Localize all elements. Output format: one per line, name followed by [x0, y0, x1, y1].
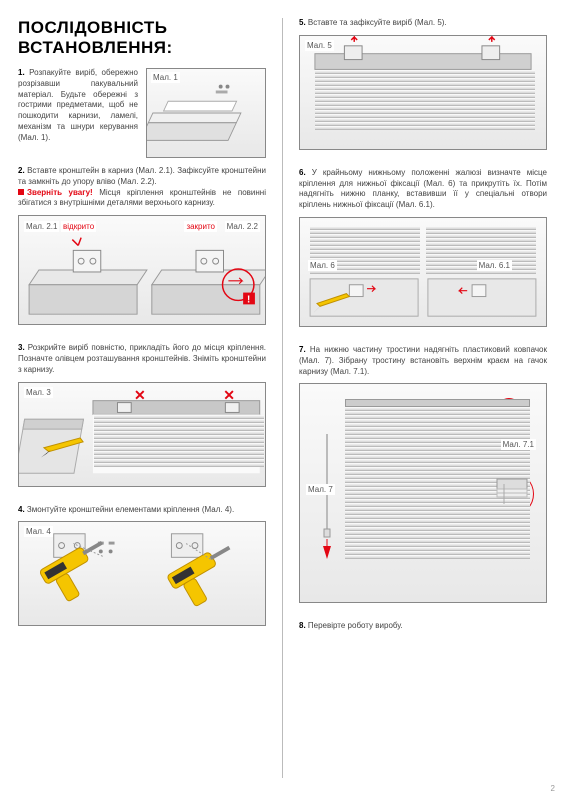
- figure-5-label: Мал. 5: [305, 40, 334, 51]
- step-8-text: 8. Перевірте роботу виробу.: [299, 621, 547, 632]
- step-6: 6. У крайньому нижньому положенні жалюзі…: [299, 168, 547, 337]
- attention-square-icon: [18, 189, 24, 195]
- wand-illustration: [318, 434, 336, 564]
- figure-7-label: Мал. 7: [306, 484, 335, 495]
- figure-6: Мал. 6 Мал. 6.1: [299, 217, 547, 327]
- step-7-text: 7. На нижню частину тростини надягніть п…: [299, 345, 547, 377]
- figure-6-1-label: Мал. 6.1: [477, 260, 512, 271]
- figure-3-label: Мал. 3: [24, 387, 53, 398]
- page: ПОСЛІДОВНІСТЬ ВСТАНОВЛЕННЯ: 1. Розпакуйт…: [0, 0, 565, 799]
- figure-6-illustration: [300, 218, 546, 326]
- step-5-text: 5. Вставте та зафіксуйте виріб (Мал. 5).: [299, 18, 547, 29]
- figure-4-illustration: [19, 522, 265, 625]
- figure-4-label: Мал. 4: [24, 526, 53, 537]
- open-label: відкрито: [61, 221, 96, 232]
- step-7: 7. На нижню частину тростини надягніть п…: [299, 345, 547, 613]
- step-6-text: 6. У крайньому нижньому положенні жалюзі…: [299, 168, 547, 211]
- figure-7: Мал. 7 Мал. 7.1: [299, 383, 547, 603]
- figure-6-label: Мал. 6: [308, 260, 337, 271]
- svg-text:!: !: [247, 295, 250, 306]
- main-title: ПОСЛІДОВНІСТЬ ВСТАНОВЛЕННЯ:: [18, 18, 266, 58]
- figure-5: Мал. 5: [299, 35, 547, 150]
- slats-overlay: [94, 415, 264, 467]
- step-5: 5. Вставте та зафіксуйте виріб (Мал. 5).…: [299, 18, 547, 160]
- figure-1: Мал. 1: [146, 68, 266, 158]
- attention-label: Зверніть увагу!: [27, 188, 93, 197]
- figure-3: Мал. 3 ✕ ✕: [18, 382, 266, 487]
- figure-2-2-label: Мал. 2.2: [225, 221, 260, 232]
- figure-4: Мал. 4: [18, 521, 266, 626]
- x-mark-icon: ✕: [223, 387, 235, 404]
- right-column: 5. Вставте та зафіксуйте виріб (Мал. 5).…: [299, 18, 547, 789]
- step-8: 8. Перевірте роботу виробу.: [299, 621, 547, 632]
- page-number: 2: [551, 784, 555, 793]
- step-4: 4. Змонтуйте кронштейни елементами кріпл…: [18, 505, 266, 637]
- step-2: 2. Вставте кронштейн в карниз (Мал. 2.1)…: [18, 166, 266, 335]
- x-mark-icon: ✕: [134, 387, 146, 404]
- closed-label: закрито: [184, 221, 217, 232]
- figure-2-1-label: Мал. 2.1: [24, 221, 59, 232]
- figure-7-1-label: Мал. 7.1: [501, 439, 536, 450]
- step-2-text: 2. Вставте кронштейн в карниз (Мал. 2.1)…: [18, 166, 266, 209]
- left-column: ПОСЛІДОВНІСТЬ ВСТАНОВЛЕННЯ: 1. Розпакуйт…: [18, 18, 266, 789]
- step-1-text: 1. Розпакуйте виріб, обережно розрізавши…: [18, 68, 138, 158]
- figure-2-illustration: !: [19, 216, 265, 324]
- slats-overlay: [315, 70, 535, 130]
- figure-2: Мал. 2.1 відкрито закрито Мал. 2.2: [18, 215, 266, 325]
- detail-7-1: [492, 474, 532, 514]
- step-1: 1. Розпакуйте виріб, обережно розрізавши…: [18, 68, 266, 158]
- step-4-text: 4. Змонтуйте кронштейни елементами кріпл…: [18, 505, 266, 516]
- figure-1-label: Мал. 1: [151, 72, 180, 83]
- column-divider: [282, 18, 283, 778]
- step-3: 3. Розкрийте виріб повністю, прикладіть …: [18, 343, 266, 496]
- step-3-text: 3. Розкрийте виріб повністю, прикладіть …: [18, 343, 266, 375]
